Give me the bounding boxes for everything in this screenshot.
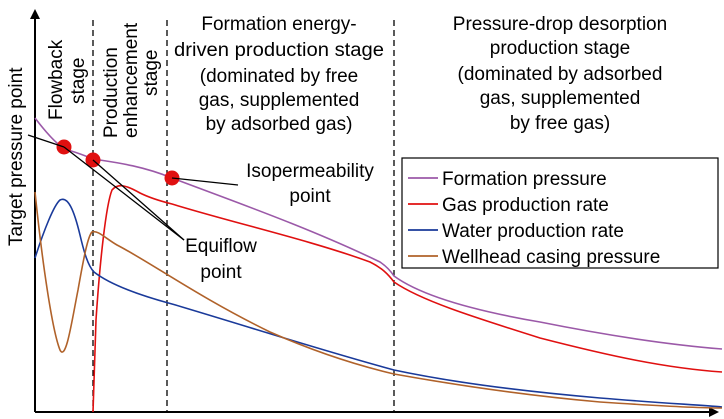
stage-label-formation-energy-line: (dominated by free <box>200 66 358 87</box>
equiflow-label: Equiflow point <box>185 236 257 283</box>
wellhead-casing-pressure-curve <box>34 191 723 409</box>
stage-label-formation-energy-line: by adsorbed gas) <box>206 114 353 135</box>
stage-label-pressure-drop-line: gas, supplemented <box>480 88 641 109</box>
stage-label-formation-energy: Formation energy- driven production stag… <box>174 14 384 135</box>
y-axis-label: Target pressure point <box>6 67 27 246</box>
legend-box <box>401 157 719 269</box>
stage-label-formation-energy-line: driven production stage <box>174 40 384 61</box>
stage-label-production-enhancement-line: enhancement <box>121 22 142 138</box>
stage-label-flowback-line: stage <box>68 58 89 104</box>
isopermeability-label-line: point <box>289 186 331 207</box>
isopermeability-label-line: Isopermeability <box>246 161 374 182</box>
stage-label-pressure-drop-line: production stage <box>490 38 631 59</box>
equiflow-leader-b <box>92 159 185 241</box>
stage-label-production-enhancement-line: Production <box>101 47 122 138</box>
stage-label-production-enhancement: Production enhancement stage <box>101 22 162 138</box>
equiflow-leader-a <box>63 146 185 241</box>
water-production-curve <box>34 198 723 408</box>
stage-label-pressure-drop: Pressure-drop desorption production stag… <box>453 14 667 134</box>
equiflow-label-line: point <box>200 262 242 283</box>
stage-label-pressure-drop-line: by free gas) <box>510 113 610 134</box>
gas-production-curve <box>92 184 723 413</box>
legend-label-water-production: Water production rate <box>442 221 624 242</box>
legend: Formation pressure Gas production rate W… <box>401 157 719 269</box>
isopermeability-leader <box>171 177 239 186</box>
stage-label-production-enhancement-line: stage <box>141 50 162 96</box>
isopermeability-label: Isopermeability point <box>246 161 374 207</box>
target-pressure-leader <box>27 134 65 148</box>
legend-label-formation-pressure: Formation pressure <box>442 169 607 190</box>
legend-label-gas-production: Gas production rate <box>442 195 609 216</box>
stage-label-flowback: Flowback stage <box>46 39 89 120</box>
stage-label-formation-energy-line: Formation energy- <box>201 14 356 35</box>
stage-label-pressure-drop-line: (dominated by adsorbed <box>458 64 663 85</box>
legend-label-wellhead-casing: Wellhead casing pressure <box>442 247 660 268</box>
stage-label-flowback-line: Flowback <box>46 39 67 120</box>
stage-label-pressure-drop-line: Pressure-drop desorption <box>453 14 667 35</box>
formation-pressure-curve <box>34 117 723 350</box>
equiflow-label-line: Equiflow <box>185 236 257 257</box>
stage-label-formation-energy-line: gas, supplemented <box>199 90 360 111</box>
